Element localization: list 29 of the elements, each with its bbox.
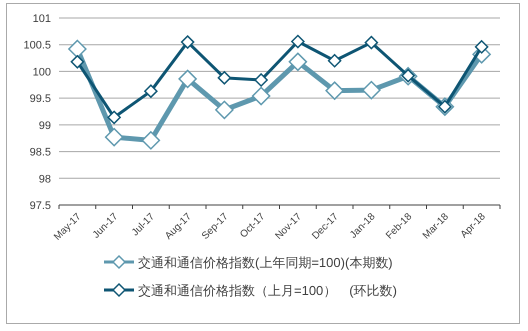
- point: [142, 131, 160, 150]
- legend-label: 交通和通信价格指数（上月=100） (环比数): [138, 283, 397, 298]
- point: [325, 81, 344, 100]
- point: [144, 84, 158, 98]
- point: [68, 40, 87, 58]
- point: [215, 100, 234, 120]
- point: [328, 54, 342, 68]
- y-tick-label: 99.5: [30, 93, 51, 106]
- y-tick-label: 100: [32, 66, 51, 78]
- point: [107, 110, 121, 124]
- y-tick-label: 97.5: [30, 200, 51, 212]
- point: [218, 71, 232, 85]
- point: [362, 80, 381, 100]
- point: [252, 86, 270, 106]
- point: [70, 55, 84, 69]
- point: [254, 73, 268, 87]
- point: [288, 52, 308, 72]
- point: [104, 128, 124, 146]
- point: [364, 36, 378, 50]
- y-tick-label: 98: [38, 173, 51, 186]
- y-tick-label: 99: [38, 120, 51, 132]
- point: [291, 34, 305, 48]
- y-tick-label: 101: [32, 13, 51, 25]
- point: [178, 70, 197, 88]
- y-tick-label: 98.5: [30, 146, 51, 159]
- y-tick-label: 100.5: [23, 40, 51, 52]
- legend-label: 交通和通信价格指数(上年同期=100)(本期数): [138, 255, 393, 270]
- point: [474, 40, 488, 54]
- point: [180, 35, 194, 49]
